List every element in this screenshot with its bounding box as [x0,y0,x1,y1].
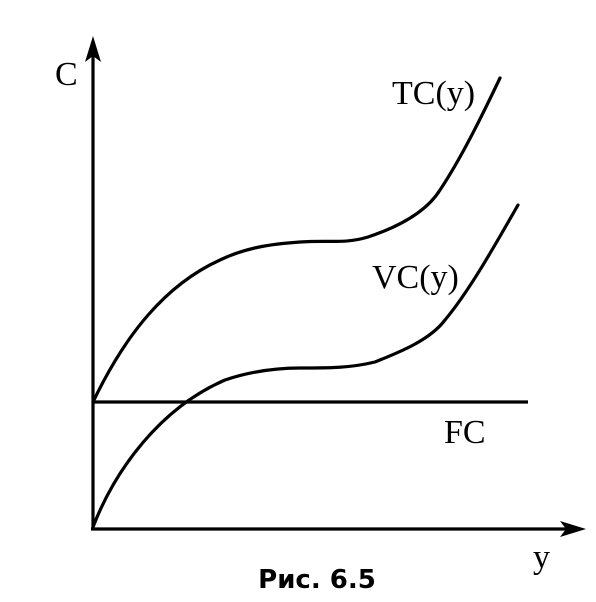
vc-label: VC(y) [372,259,459,296]
vc-curve [91,203,520,529]
x-axis-arrow-icon [560,521,586,537]
tc-label: TC(y) [392,75,475,112]
y-axis-label: C [55,56,78,93]
x-axis-label: y [533,539,550,576]
y-axis-arrow-icon [85,36,101,62]
figure-caption: Рис. 6.5 [258,565,376,595]
tc-curve [91,76,502,404]
fc-label: FC [444,414,486,451]
